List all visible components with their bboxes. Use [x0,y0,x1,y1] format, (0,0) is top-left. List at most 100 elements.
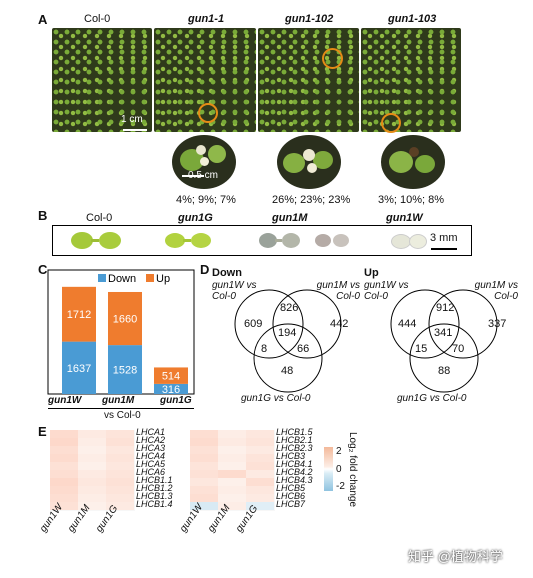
percentage-gun1-1: 4%; 9%; 7% [176,194,236,206]
legend-label-up: Up [156,273,170,285]
venn-down [234,289,342,393]
venn-down-b-only: 442 [330,318,349,330]
venn-up-ab: 912 [436,302,455,314]
highlight-circle-gun1-103 [381,113,401,133]
heat-left-cell [106,502,135,511]
panel-letter-b: B [38,208,48,223]
bar-value-down-gun1G: 316 [162,384,180,396]
heat-right-gene-label: LHCB4.2 [276,467,313,477]
heat-right-cell [246,502,275,511]
venn-up-b-only: 337 [488,318,507,330]
x-tick-gun1g: gun1G [160,395,192,406]
heat-right-gene-label: LHCB3 [276,451,306,461]
heat-left-gene-label: LHCB1.4 [136,499,173,509]
seedling-plate-gun1-103 [361,28,461,132]
bar-value-up-gun1G: 514 [162,371,180,383]
genotype-label-b-gun1g: gun1G [178,212,213,224]
bar-down-gun1G [154,383,188,394]
venn-down-label-a: gun1W vs Col-0 [212,280,257,302]
x-group-line [48,408,194,409]
heat-left-gene-label: LHCB1.1 [136,475,173,485]
heat-col-right-gun1w: gun1W [178,502,206,535]
bar-up-gun1M [108,291,142,346]
scale-label-b: 3 mm [430,232,458,244]
heat-left-gene-label: LHCA5 [136,459,166,469]
venn-down-label-b: gun1M vs Col-0 [316,280,360,302]
seedling-plate-gun1-102 [258,28,359,132]
seedling-plate-col0 [52,28,152,132]
venn-up-label-a: gun1W vs Col-0 [364,280,409,302]
venn-down-ac: 8 [261,343,268,355]
heat-left-gene-label: LHCB1.2 [136,483,173,493]
heat-right-gene-label: LHCB5 [276,483,306,493]
heat-right-gene-label: LHCB2.3 [276,443,313,453]
bar-up-gun1W [62,286,96,342]
heatmap-left [50,430,135,511]
heat-right-gene-label: LHCB7 [276,499,306,509]
genotype-label-gun1-1: gun1-1 [188,13,225,25]
watermark: 知乎 @植物科学 [408,549,503,564]
bar-value-up-gun1W: 1712 [67,309,91,321]
heatmap-color-scale [324,447,333,491]
zoom-view-gun1-103 [381,135,445,189]
venn-down-c-only: 48 [281,365,294,377]
venn-down-title: Down [212,267,242,279]
venn-up-ac: 15 [415,343,428,355]
zoom-view-gun1-102 [277,135,341,189]
panel-letter-a: A [38,12,48,27]
venn-down-label-c: gun1G vs Col-0 [241,393,311,404]
genotype-label-gun1-102: gun1-102 [285,13,334,25]
heatmap-right [190,430,275,511]
venn-up-c-only: 88 [438,365,451,377]
genotype-label-b-col0: Col-0 [86,212,113,224]
genotype-label-col0: Col-0 [84,13,111,25]
highlight-circle-gun1-102 [322,48,343,69]
bar-value-down-gun1W: 1637 [67,363,91,375]
bar-value-down-gun1M: 1528 [113,365,137,377]
bar-down-gun1M [108,345,142,394]
x-tick-gun1w: gun1W [48,395,82,406]
scale-label-big: 1 cm [121,114,143,125]
x-axis-label: vs Col-0 [104,410,141,421]
venn-up-label-c: gun1G vs Col-0 [397,393,467,404]
heat-right-gene-label: LHCB6 [276,491,306,501]
heat-right-gene-label: LHCB4.3 [276,475,313,485]
venn-down-ab: 826 [280,302,299,314]
legend-swatch-up [146,274,154,282]
legend-label-down: Down [108,273,136,285]
heat-left-gene-label: LHCB1.3 [136,491,173,501]
heat-left-gene-label: LHCA3 [136,443,166,453]
percentage-gun1-102: 26%; 23%; 23% [272,194,351,206]
venn-up-label-b: gun1M vs Col-0 [474,280,518,302]
venn-up-title: Up [364,267,379,279]
panel-letter-d: D [200,262,210,277]
scale-label-small: 0.5 cm [188,170,219,181]
venn-up-bc: 70 [452,343,465,355]
legend-tick-neg2: -2 [336,481,345,492]
bar-value-up-gun1M: 1660 [113,314,137,326]
legend-title: Log₂ fold change [347,432,358,508]
heat-right-gene-label: LHCB4.1 [276,459,313,469]
genotype-label-b-gun1w: gun1W [386,212,423,224]
venn-up-a-only: 444 [398,318,417,330]
heat-left-gene-label: LHCA2 [136,435,166,445]
legend-tick-0: 0 [336,464,342,475]
venn-down-bc: 66 [297,343,310,355]
heat-right-gene-label: LHCB2.1 [276,435,313,445]
venn-down-abc: 194 [278,327,297,339]
seedling-plate-gun1-1 [154,28,256,132]
heat-left-gene-label: LHCA4 [136,451,166,461]
legend-tick-2: 2 [336,446,342,457]
x-tick-gun1m: gun1M [102,395,135,406]
genotype-label-gun1-103: gun1-103 [388,13,437,25]
bar-up-gun1G [154,367,188,384]
heat-right-gene-label: LHCB1.5 [276,427,313,437]
heat-col-left-gun1w: gun1W [38,502,66,535]
venn-up [390,289,498,393]
heat-left-gene-label: LHCA6 [136,467,166,477]
venn-down-a-only: 609 [244,318,263,330]
genotype-label-b-gun1m: gun1M [272,212,308,224]
highlight-circle-gun1-1 [198,103,218,123]
heat-left-gene-label: LHCA1 [136,427,166,437]
venn-up-abc: 341 [434,327,453,339]
